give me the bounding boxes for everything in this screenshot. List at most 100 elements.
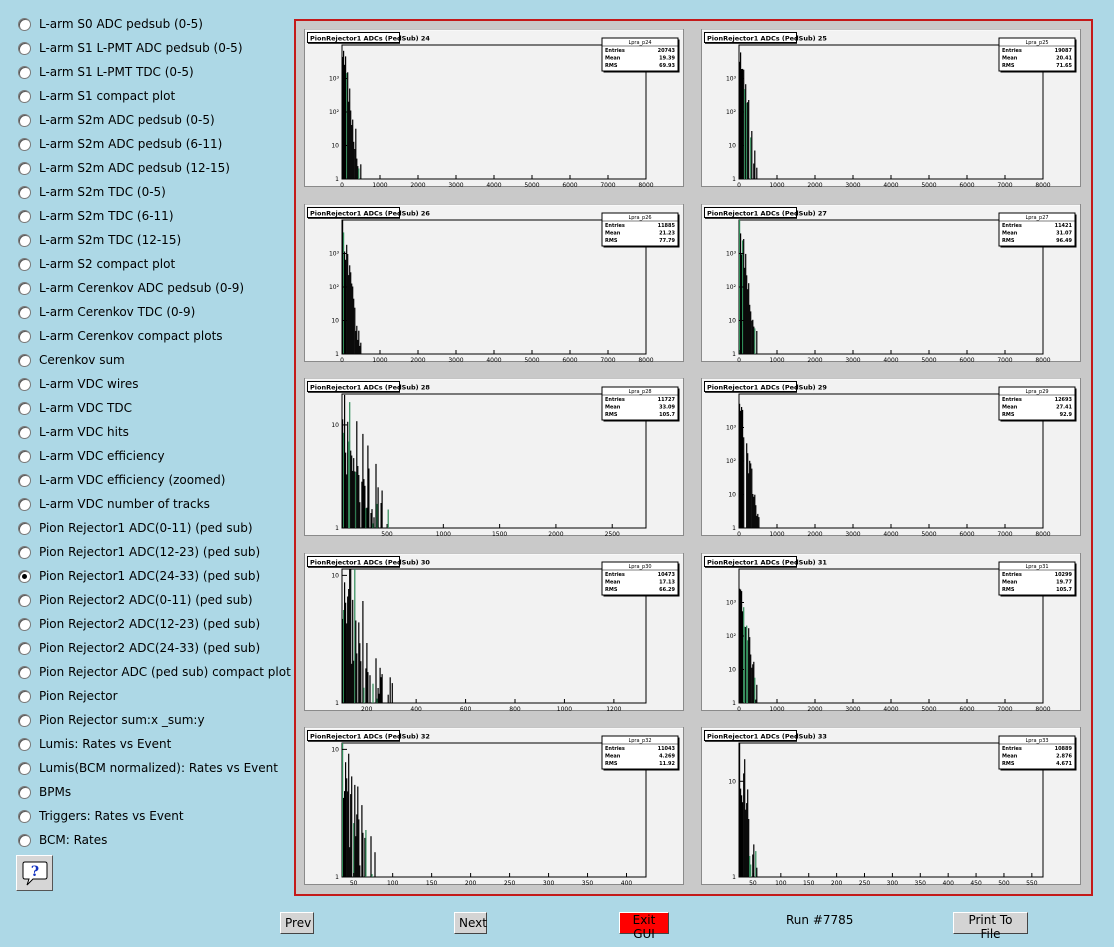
radio-button[interactable] xyxy=(18,425,31,439)
sidebar-radio-item[interactable]: L-arm S2 compact plot xyxy=(16,252,291,276)
sidebar-radio-item[interactable]: Pion Rejector2 ADC(0-11) (ped sub) xyxy=(16,588,291,612)
histogram-bar xyxy=(345,56,347,179)
x-tick-label: 8000 xyxy=(638,182,653,187)
stats-label: RMS xyxy=(1002,63,1015,69)
radio-button[interactable] xyxy=(18,113,31,127)
histogram-bar xyxy=(370,836,372,877)
radio-button[interactable] xyxy=(18,737,31,751)
radio-button[interactable] xyxy=(18,329,31,343)
sidebar-radio-item[interactable]: L-arm VDC efficiency (zoomed) xyxy=(16,468,291,492)
sidebar-radio-item[interactable]: L-arm S2m ADC pedsub (6-11) xyxy=(16,132,291,156)
sidebar-radio-item[interactable]: L-arm S2m TDC (6-11) xyxy=(16,204,291,228)
radio-button[interactable] xyxy=(18,161,31,175)
radio-button[interactable] xyxy=(18,785,31,799)
sidebar-radio-item[interactable]: L-arm VDC wires xyxy=(16,372,291,396)
radio-button[interactable] xyxy=(18,41,31,55)
sidebar-radio-item[interactable]: Pion Rejector1 ADC(0-11) (ped sub) xyxy=(16,516,291,540)
radio-label: BPMs xyxy=(39,785,72,799)
sidebar-radio-item[interactable]: Pion Rejector sum:x _sum:y xyxy=(16,708,291,732)
sidebar-radio-item[interactable]: Pion Rejector1 ADC(12-23) (ped sub) xyxy=(16,540,291,564)
sidebar-radio-item[interactable]: Cerenkov sum xyxy=(16,348,291,372)
sidebar-radio-item[interactable]: L-arm S1 L-PMT ADC pedsub (0-5) xyxy=(16,36,291,60)
sidebar-radio-item[interactable]: Lumis(BCM normalized): Rates vs Event xyxy=(16,756,291,780)
radio-button[interactable] xyxy=(18,257,31,271)
radio-button[interactable] xyxy=(18,689,31,703)
radio-button[interactable] xyxy=(18,545,31,559)
sidebar-radio-item[interactable]: Pion Rejector ADC (ped sub) compact plot xyxy=(16,660,291,684)
sidebar-radio-item[interactable]: Pion Rejector1 ADC(24-33) (ped sub) xyxy=(16,564,291,588)
radio-button[interactable] xyxy=(18,89,31,103)
histogram-bar xyxy=(756,167,758,179)
radio-button[interactable] xyxy=(18,809,31,823)
histogram-bar xyxy=(756,515,758,528)
sidebar-radio-item[interactable]: L-arm Cerenkov TDC (0-9) xyxy=(16,300,291,324)
histogram-bar xyxy=(756,331,758,354)
sidebar-radio-item[interactable]: L-arm VDC number of tracks xyxy=(16,492,291,516)
radio-button[interactable] xyxy=(18,401,31,415)
sidebar-radio-item[interactable]: BCM: Rates xyxy=(16,828,291,852)
radio-button[interactable] xyxy=(18,449,31,463)
histogram-bar xyxy=(342,743,344,877)
radio-button[interactable] xyxy=(18,137,31,151)
radio-button[interactable] xyxy=(18,17,31,31)
help-button[interactable]: ? xyxy=(16,855,53,891)
radio-button[interactable] xyxy=(18,353,31,367)
radio-button[interactable] xyxy=(18,281,31,295)
radio-button[interactable] xyxy=(18,593,31,607)
radio-label: L-arm S1 L-PMT TDC (0-5) xyxy=(39,65,194,79)
sidebar-radio-item[interactable]: L-arm Cerenkov ADC pedsub (0-9) xyxy=(16,276,291,300)
radio-button[interactable] xyxy=(18,185,31,199)
histogram-bar xyxy=(348,589,350,703)
sidebar-radio-item[interactable]: L-arm VDC efficiency xyxy=(16,444,291,468)
radio-button[interactable] xyxy=(18,233,31,247)
radio-button[interactable] xyxy=(18,761,31,775)
sidebar-radio-item[interactable]: L-arm S1 compact plot xyxy=(16,84,291,108)
sidebar-radio-item[interactable]: L-arm S2m TDC (0-5) xyxy=(16,180,291,204)
sidebar-radio-item[interactable]: BPMs xyxy=(16,780,291,804)
sidebar-radio-item[interactable]: Pion Rejector xyxy=(16,684,291,708)
stats-name: Lpra_p30 xyxy=(628,564,651,570)
radio-button[interactable] xyxy=(18,665,31,679)
print-to-file-button[interactable]: Print To File xyxy=(953,912,1028,941)
sidebar-radio-item[interactable]: L-arm S2m ADC pedsub (0-5) xyxy=(16,108,291,132)
sidebar-radio-item[interactable]: Pion Rejector2 ADC(12-23) (ped sub) xyxy=(16,612,291,636)
sidebar-radio-item[interactable]: Pion Rejector2 ADC(24-33) (ped sub) xyxy=(16,636,291,660)
radio-button[interactable] xyxy=(18,377,31,391)
sidebar-radio-item[interactable]: L-arm VDC hits xyxy=(16,420,291,444)
histogram-bar xyxy=(367,445,369,528)
x-tick-label: 1500 xyxy=(492,531,507,536)
radio-button[interactable] xyxy=(18,65,31,79)
histogram-bar xyxy=(349,88,351,179)
sidebar-radio-item[interactable]: L-arm S2m ADC pedsub (12-15) xyxy=(16,156,291,180)
y-tick-label: 10³ xyxy=(329,251,340,258)
radio-button[interactable] xyxy=(18,569,31,583)
radio-button[interactable] xyxy=(18,305,31,319)
histogram-bar xyxy=(348,753,350,877)
histogram-bar xyxy=(748,473,750,528)
sidebar-radio-item[interactable]: L-arm S0 ADC pedsub (0-5) xyxy=(16,12,291,36)
x-tick-label: 1000 xyxy=(436,531,451,536)
sidebar-radio-item[interactable]: L-arm S2m TDC (12-15) xyxy=(16,228,291,252)
radio-button[interactable] xyxy=(18,833,31,847)
sidebar-radio-item[interactable]: L-arm Cerenkov compact plots xyxy=(16,324,291,348)
histogram-bar xyxy=(343,610,345,703)
radio-button[interactable] xyxy=(18,209,31,223)
prev-button[interactable]: Prev xyxy=(280,912,314,934)
radio-button[interactable] xyxy=(18,473,31,487)
radio-button[interactable] xyxy=(18,617,31,631)
radio-label: Pion Rejector1 ADC(24-33) (ped sub) xyxy=(39,569,261,583)
radio-button[interactable] xyxy=(18,641,31,655)
sidebar-radio-item[interactable]: Lumis: Rates vs Event xyxy=(16,732,291,756)
x-tick-label: 1200 xyxy=(606,706,621,711)
x-tick-label: 1000 xyxy=(372,182,387,187)
sidebar-radio-item[interactable]: L-arm S1 L-PMT TDC (0-5) xyxy=(16,60,291,84)
sidebar-radio-item[interactable]: L-arm VDC TDC xyxy=(16,396,291,420)
radio-button[interactable] xyxy=(18,497,31,511)
radio-button[interactable] xyxy=(18,521,31,535)
next-button[interactable]: Next xyxy=(454,912,487,934)
histogram-bar xyxy=(750,463,752,528)
histogram-bar xyxy=(364,837,366,877)
radio-button[interactable] xyxy=(18,713,31,727)
exit-gui-button[interactable]: Exit GUI xyxy=(619,912,669,941)
sidebar-radio-item[interactable]: Triggers: Rates vs Event xyxy=(16,804,291,828)
